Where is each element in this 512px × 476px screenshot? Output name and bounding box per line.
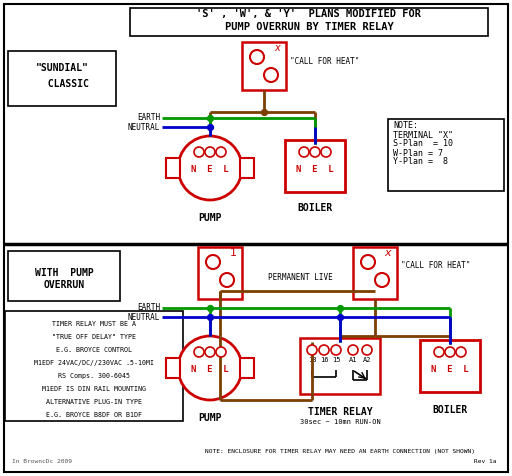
Bar	[130, 8, 488, 36]
Text: W-Plan = 7: W-Plan = 7	[393, 149, 443, 158]
Text: "SUNDIAL"
  CLASSIC: "SUNDIAL" CLASSIC	[35, 63, 89, 89]
Text: NOTE:: NOTE:	[393, 121, 418, 130]
Point	[206, 123, 214, 131]
Text: x: x	[385, 248, 391, 258]
Text: BOILER: BOILER	[297, 203, 333, 213]
Bar	[353, 247, 397, 299]
Text: EARTH: EARTH	[137, 113, 160, 122]
Text: N  E  L: N E L	[191, 366, 229, 375]
Text: ALTERNATIVE PLUG-IN TYPE: ALTERNATIVE PLUG-IN TYPE	[46, 399, 142, 405]
Text: PUMP OVERRUN BY TIMER RELAY: PUMP OVERRUN BY TIMER RELAY	[225, 22, 393, 32]
Circle shape	[299, 147, 309, 157]
Bar	[8, 251, 120, 301]
Text: EARTH: EARTH	[137, 304, 160, 313]
Bar	[198, 247, 242, 299]
Point	[206, 114, 214, 122]
Text: E.G. BROYCE B8DF OR B1DF: E.G. BROYCE B8DF OR B1DF	[46, 412, 142, 418]
Bar	[420, 340, 480, 392]
Text: RS Comps. 300-6045: RS Comps. 300-6045	[58, 373, 130, 379]
Text: PUMP: PUMP	[198, 413, 222, 423]
Bar	[240, 358, 254, 378]
Circle shape	[216, 147, 226, 157]
Bar	[5, 311, 183, 421]
Text: "TRUE OFF DELAY" TYPE: "TRUE OFF DELAY" TYPE	[52, 334, 136, 340]
Point	[260, 108, 268, 116]
Text: BOILER: BOILER	[432, 405, 467, 415]
Text: E.G. BROYCE CONTROL: E.G. BROYCE CONTROL	[56, 347, 132, 353]
Text: Rev 1a: Rev 1a	[474, 459, 496, 464]
Text: 18: 18	[308, 357, 316, 363]
Bar	[242, 42, 286, 90]
Text: M1EDF IS DIN RAIL MOUNTING: M1EDF IS DIN RAIL MOUNTING	[42, 386, 146, 392]
Circle shape	[250, 50, 264, 64]
Circle shape	[375, 273, 389, 287]
Point	[206, 313, 214, 321]
Circle shape	[361, 255, 375, 269]
Bar	[240, 158, 254, 178]
Circle shape	[205, 147, 215, 157]
Bar	[285, 140, 345, 192]
Circle shape	[456, 347, 466, 357]
Text: TIMER RELAY MUST BE A: TIMER RELAY MUST BE A	[52, 321, 136, 327]
Text: N  E  L: N E L	[191, 166, 229, 175]
Text: WITH  PUMP: WITH PUMP	[35, 268, 93, 278]
Bar	[300, 338, 380, 394]
Bar	[166, 358, 180, 378]
Text: N  E  L: N E L	[296, 166, 334, 175]
Text: NEUTRAL: NEUTRAL	[127, 313, 160, 321]
Circle shape	[321, 147, 331, 157]
Circle shape	[362, 345, 372, 355]
Text: OVERRUN: OVERRUN	[44, 280, 84, 290]
Text: NOTE: ENCLOSURE FOR TIMER RELAY MAY NEED AN EARTH CONNECTION (NOT SHOWN): NOTE: ENCLOSURE FOR TIMER RELAY MAY NEED…	[205, 448, 475, 454]
Text: In BrowncDc 2009: In BrowncDc 2009	[12, 459, 72, 464]
Text: 15: 15	[332, 357, 340, 363]
Circle shape	[331, 345, 341, 355]
Circle shape	[310, 147, 320, 157]
Text: PUMP: PUMP	[198, 213, 222, 223]
Text: M1EDF 24VAC/DC//230VAC .5-10MI: M1EDF 24VAC/DC//230VAC .5-10MI	[34, 360, 154, 366]
Circle shape	[205, 347, 215, 357]
Circle shape	[264, 68, 278, 82]
Circle shape	[348, 345, 358, 355]
Circle shape	[445, 347, 455, 357]
Text: 'S' , 'W', & 'Y'  PLANS MODIFIED FOR: 'S' , 'W', & 'Y' PLANS MODIFIED FOR	[197, 9, 421, 19]
Text: 30sec ~ 10mn RUN-ON: 30sec ~ 10mn RUN-ON	[300, 419, 380, 425]
Text: N  E  L: N E L	[431, 366, 469, 375]
Circle shape	[194, 147, 204, 157]
Text: A1: A1	[349, 357, 357, 363]
Text: "CALL FOR HEAT": "CALL FOR HEAT"	[290, 57, 359, 66]
Text: S-Plan  = 10: S-Plan = 10	[393, 139, 453, 149]
Text: A2: A2	[362, 357, 371, 363]
Circle shape	[178, 136, 242, 200]
Text: x: x	[274, 43, 280, 53]
Circle shape	[307, 345, 317, 355]
Circle shape	[206, 255, 220, 269]
Circle shape	[220, 273, 234, 287]
Circle shape	[178, 336, 242, 400]
Circle shape	[194, 347, 204, 357]
Text: 1: 1	[229, 248, 237, 258]
Circle shape	[319, 345, 329, 355]
Text: 16: 16	[320, 357, 328, 363]
Point	[336, 304, 344, 312]
Text: TIMER RELAY: TIMER RELAY	[308, 407, 372, 417]
Text: PERMANENT LIVE: PERMANENT LIVE	[268, 273, 332, 282]
Bar	[166, 158, 180, 178]
Point	[206, 304, 214, 312]
Bar	[8, 51, 116, 106]
Text: Y-Plan =  8: Y-Plan = 8	[393, 158, 448, 167]
Text: "CALL FOR HEAT": "CALL FOR HEAT"	[401, 261, 471, 270]
Circle shape	[434, 347, 444, 357]
Bar	[388, 119, 504, 191]
Circle shape	[216, 347, 226, 357]
Point	[336, 313, 344, 321]
Text: NEUTRAL: NEUTRAL	[127, 122, 160, 131]
Text: TERMINAL "X": TERMINAL "X"	[393, 130, 453, 139]
